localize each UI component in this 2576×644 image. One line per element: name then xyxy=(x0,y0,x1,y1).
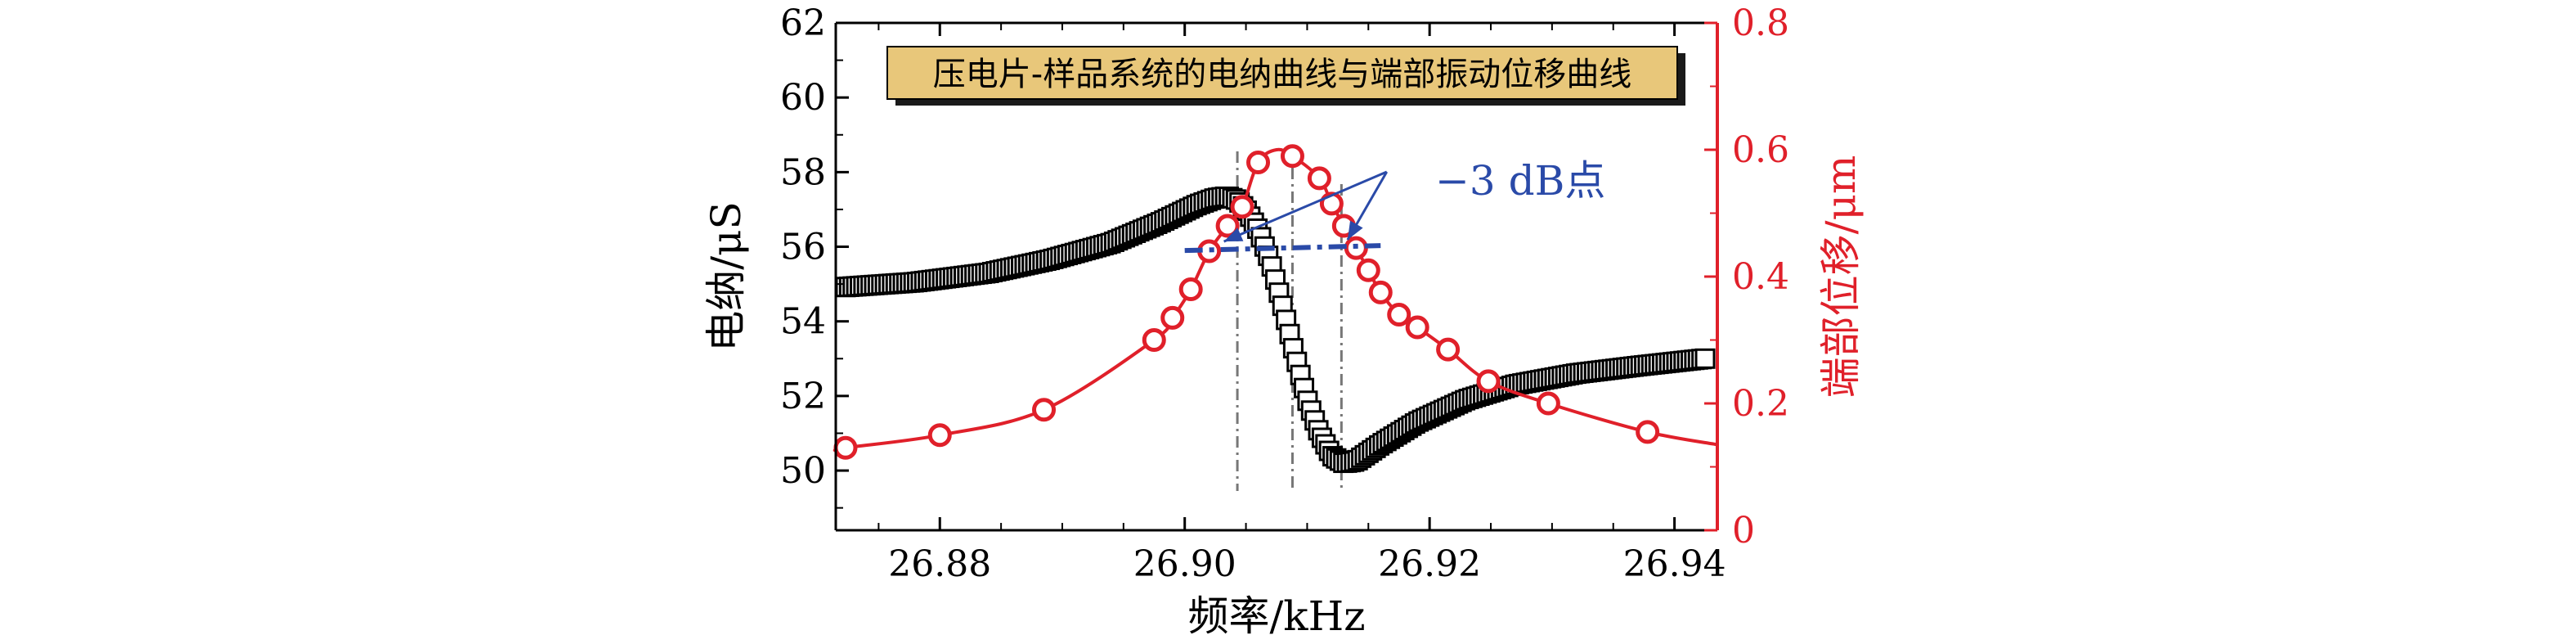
x-tick-label: 26.92 xyxy=(1378,543,1481,585)
y-left-tick-label: 52 xyxy=(780,376,826,417)
displacement-point xyxy=(1636,420,1660,444)
displacement-point xyxy=(927,423,952,448)
y-left-tick-label: 54 xyxy=(780,301,826,343)
x-tick-label: 26.90 xyxy=(1133,543,1236,585)
y-left-tick-label: 60 xyxy=(780,77,826,119)
susceptance-point xyxy=(1694,348,1716,369)
axes-layer: 26.88 26.90 26.92 26.94 50 52 54 56 58 60 62 0 0.2 0.… xyxy=(702,2,1865,640)
displacement-point xyxy=(833,435,858,460)
y-right-tick-label: 0 xyxy=(1732,510,1755,552)
annotation-arrow xyxy=(1223,170,1388,243)
x-tick-label: 26.88 xyxy=(888,543,991,585)
chart-title: 压电片-样品系统的电纳曲线与端部振动位移曲线 xyxy=(933,56,1631,93)
plot-layer xyxy=(832,144,1718,491)
y-right-tick-label: 0.4 xyxy=(1732,256,1789,298)
title-box xyxy=(886,46,1678,100)
y-right-tick-label: 0.8 xyxy=(1732,2,1789,44)
displacement-point xyxy=(1319,191,1344,216)
arrow-head-icon xyxy=(1347,220,1363,241)
x-axis-label: 频率/kHz xyxy=(1187,592,1365,640)
displacement-point xyxy=(1356,258,1380,282)
displacement-point xyxy=(1230,195,1254,219)
y-left-tick-label: 56 xyxy=(780,227,826,268)
displacement-point xyxy=(1436,337,1461,362)
y-right-tick-label: 0.6 xyxy=(1732,129,1789,171)
displacement-point xyxy=(1032,398,1057,422)
displacement-point xyxy=(1387,303,1411,327)
displacement-point xyxy=(1280,144,1304,169)
displacement-point xyxy=(1536,391,1560,416)
x-tick-label: 26.94 xyxy=(1623,543,1726,585)
displacement-point xyxy=(1368,280,1393,304)
displacement-point xyxy=(1160,305,1185,330)
displacement-point xyxy=(1246,151,1271,174)
y-left-tick-label: 50 xyxy=(780,450,826,492)
displacement-point xyxy=(1476,369,1501,394)
y-left-tick-label: 58 xyxy=(780,151,826,193)
annotation-layer: −3 dB点 压电片-样品系统的电纳曲线与端部振动位移曲线 xyxy=(886,46,1685,254)
displacement-point xyxy=(1405,315,1429,340)
annotation-label: −3 dB点 xyxy=(1435,157,1605,205)
y-left-tick-label: 62 xyxy=(780,2,826,44)
half-power-line xyxy=(1184,243,1381,254)
displacement-point xyxy=(1215,214,1240,238)
displacement-point xyxy=(1142,328,1166,352)
displacement-point xyxy=(1307,166,1331,191)
y-right-tick-label: 0.2 xyxy=(1732,383,1789,425)
displacement-point xyxy=(1178,277,1203,301)
arrow-head-icon xyxy=(1223,227,1244,242)
y-right-axis-label: 端部位移/μm xyxy=(1817,155,1865,399)
y-left-axis-label: 电纳/μS xyxy=(702,201,750,352)
